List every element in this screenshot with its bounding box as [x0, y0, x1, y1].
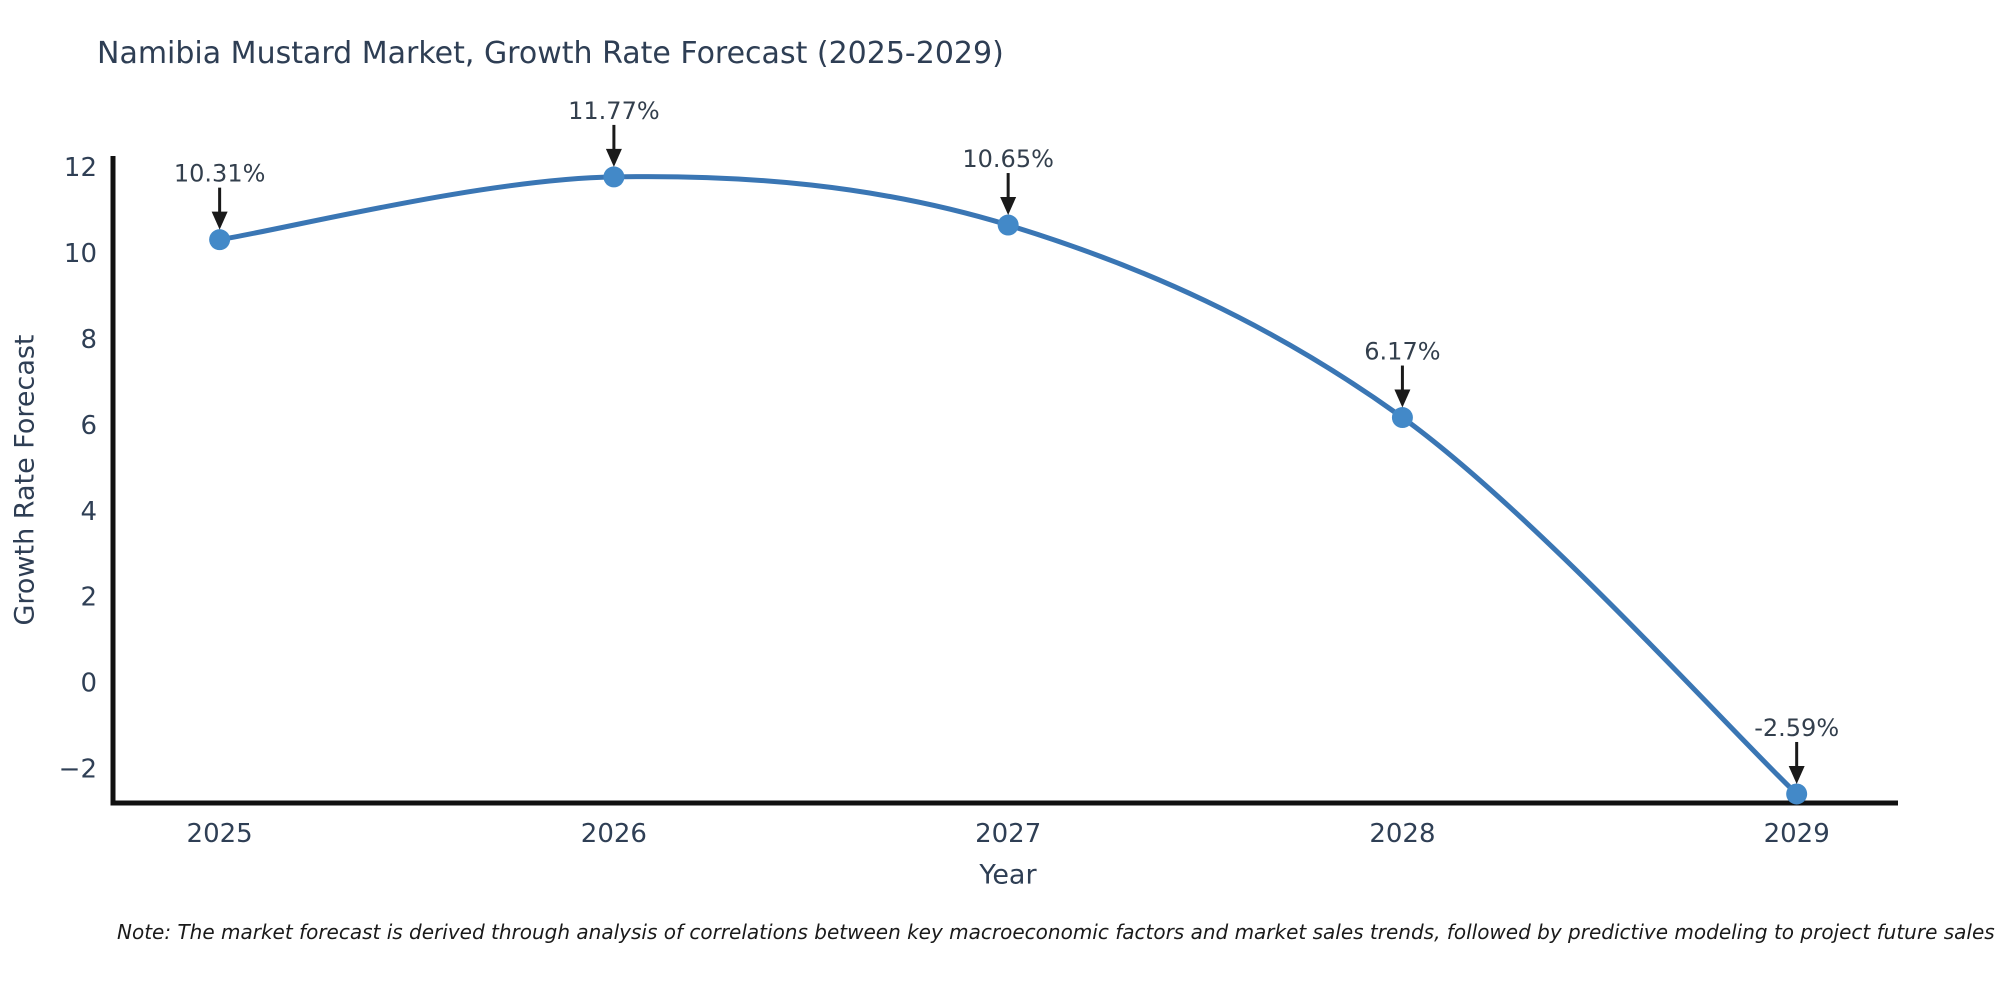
annotation-label: 10.65%	[962, 145, 1054, 173]
annotation-arrowhead	[1788, 765, 1805, 784]
data-point-2029	[1786, 783, 1808, 805]
annotation-arrowhead	[605, 148, 622, 167]
y-tick-label: 8	[80, 325, 97, 355]
x-tick-label: 2029	[1764, 819, 1830, 849]
x-tick-label: 2026	[581, 819, 647, 849]
annotation-label: 10.31%	[174, 160, 266, 188]
chart-title: Namibia Mustard Market, Growth Rate Fore…	[97, 36, 1004, 71]
y-tick-label: 10	[64, 239, 97, 269]
data-point-2027	[997, 214, 1019, 236]
x-tick-label: 2028	[1369, 819, 1435, 849]
annotation-arrowhead	[1000, 197, 1017, 216]
footnote: Note: The market forecast is derived thr…	[117, 920, 1995, 944]
y-tick-label: 4	[80, 497, 97, 527]
forecast-line	[217, 174, 1800, 797]
annotation-label: 11.77%	[568, 97, 660, 125]
annotation-label: 6.17%	[1364, 338, 1440, 366]
x-axis-title: Year	[979, 859, 1037, 891]
data-point-2028	[1391, 407, 1413, 429]
data-point-2025	[209, 229, 231, 251]
annotation-arrowhead	[1394, 389, 1411, 408]
data-point-2026	[603, 166, 625, 188]
y-tick-label: 0	[80, 669, 97, 699]
y-tick-label: 2	[80, 583, 97, 613]
annotation-label: -2.59%	[1754, 714, 1839, 742]
x-tick-label: 2027	[975, 819, 1041, 849]
y-tick-label: 12	[64, 153, 97, 183]
y-tick-label: −2	[59, 755, 97, 785]
y-tick-label: 6	[80, 411, 97, 441]
x-tick-label: 2025	[187, 819, 253, 849]
annotation-arrowhead	[211, 211, 228, 230]
